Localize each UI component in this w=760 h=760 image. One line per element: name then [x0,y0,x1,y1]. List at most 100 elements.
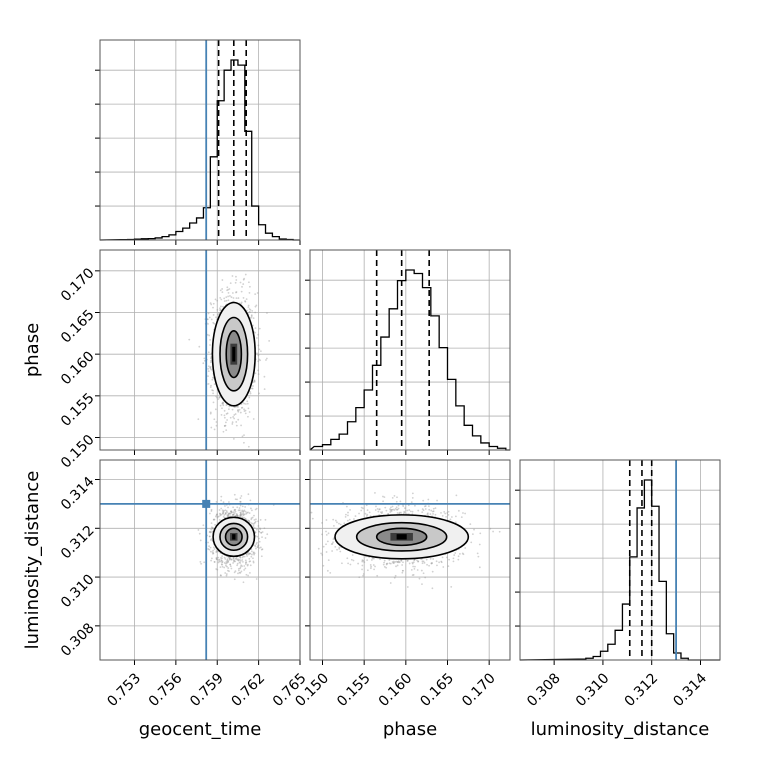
panel-geocent_time-vs-phase-sample [257,353,260,356]
panel-geocent_time-vs-phase-sample [207,383,210,385]
panel-phase-vs-luminosity_distance-sample [400,559,403,562]
panel-geocent_time-vs-luminosity_distance-sample [218,509,221,511]
panel-geocent_time-vs-luminosity_distance-sample [257,525,260,527]
panel-phase-vs-luminosity_distance-sample [431,510,434,513]
panel-phase-vs-luminosity_distance-sample [396,496,398,499]
panel-geocent_time-vs-luminosity_distance-sample [225,561,228,563]
panel-geocent_time-vs-luminosity_distance-sample [227,506,229,509]
panel-geocent_time-vs-luminosity_distance-sample [239,556,241,559]
panel-geocent_time-vs-luminosity_distance-sample [233,571,236,574]
panel-phase-vs-luminosity_distance-sample [354,515,357,517]
panel-geocent_time-vs-luminosity_distance-sample [216,513,218,516]
panel-phase-vs-luminosity_distance-sample [393,509,396,511]
panel-phase-vs-luminosity_distance-sample [461,552,464,555]
panel-geocent_time-vs-phase-sample [257,354,260,357]
panel-geocent_time-vs-luminosity_distance-sample [256,546,259,548]
panel-geocent_time-vs-luminosity_distance-sample [228,557,231,559]
panel-phase-vs-luminosity_distance-sample [326,540,329,543]
panel-geocent_time-vs-luminosity_distance-sample [250,518,253,521]
panel-geocent_time-vs-luminosity_distance-sample [259,546,262,549]
panel-geocent_time-vs-phase-sample [235,424,238,427]
panel-phase-vs-luminosity_distance-sample [471,533,474,536]
panel-geocent_time-vs-luminosity_distance-sample [240,564,242,567]
panel-geocent_time-vs-luminosity_distance-sample [258,547,261,549]
panel-geocent_time-vs-phase-sample [265,359,267,361]
panel-phase-vs-luminosity_distance-sample [338,522,340,525]
panel-phase-vs-luminosity_distance-sample [338,547,341,550]
panel-geocent_time-vs-phase-sample [209,338,212,341]
panel-geocent_time-vs-luminosity_distance-sample [228,558,231,560]
panel-geocent_time-vs-phase-sample [215,421,218,423]
panel-geocent_time-vs-phase-sample [247,304,250,307]
panel-geocent_time-vs-luminosity_distance-sample [216,515,219,518]
panel-geocent_time-vs-luminosity_distance-sample [254,508,257,511]
panel-geocent_time-vs-phase-sample [246,400,249,403]
panel-phase-vs-luminosity_distance-sample [351,554,354,556]
panel-phase-vs-luminosity_distance-sample [398,511,401,514]
panel-phase-vs-luminosity_distance-sample [436,499,438,502]
panel-geocent_time-vs-phase-contour-middle [219,316,249,392]
panel-phase-vs-luminosity_distance-sample [379,511,382,514]
panel-geocent_time-vs-luminosity_distance-sample [239,500,242,503]
panel-geocent_time-vs-phase-sample [212,321,215,324]
panel-geocent_time-vs-phase-sample [209,361,212,364]
panel-geocent_time-vs-luminosity_distance-sample [253,514,255,517]
panel-geocent_time-vs-luminosity_distance-sample [238,571,241,574]
panel-geocent_time-vs-phase-sample [248,396,251,399]
panel-geocent_time-vs-luminosity_distance-sample [248,521,251,524]
panel-geocent_time-vs-luminosity_distance-sample [238,561,241,564]
panel-geocent_time-vs-luminosity_distance-sample [229,556,231,559]
panel-phase-vs-luminosity_distance-sample [389,582,392,584]
panel-geocent_time-vs-luminosity_distance-sample [240,514,242,517]
panel-geocent_time-vs-phase-sample [241,435,244,438]
panel-geocent_time-vs-luminosity_distance-sample [255,547,257,550]
panel-geocent_time-vs-luminosity_distance-sample [246,563,249,566]
panel-geocent_time-vs-luminosity_distance-sample [233,559,236,562]
panel-phase-vs-luminosity_distance-sample [401,571,404,574]
panel-phase-vs-luminosity_distance-sample [392,562,395,564]
panel-geocent_time-vs-phase-sample [242,278,245,281]
panel-geocent_time-vs-phase-sample [241,406,244,409]
panel-geocent_time-vs-phase-sample [263,375,266,378]
panel-phase-vs-luminosity_distance-sample [422,560,425,563]
panel-phase-vs-luminosity_distance-sample [431,587,434,590]
panel-phase-vs-luminosity_distance-sample [353,518,355,520]
panel-geocent_time-vs-phase-sample [246,402,249,405]
panel-phase-vs-luminosity_distance-sample [385,563,388,566]
panel-phase-vs-luminosity_distance-sample [428,508,431,511]
panel-geocent_time-vs-luminosity_distance-sample [226,569,229,572]
panel-phase-vs-luminosity_distance-sample [454,521,457,524]
panel-phase-vs-luminosity_distance-sample [390,508,393,511]
panel-phase-vs-luminosity_distance-sample [373,568,375,571]
panel-geocent_time-vs-luminosity_distance-sample [236,558,239,561]
panel-geocent_time-vs-phase-sample [252,418,255,420]
panel-phase-vs-luminosity_distance-sample [334,546,337,548]
panel-geocent_time-vs-luminosity_distance-sample [219,513,222,516]
panel-phase-vs-luminosity_distance-background [310,460,510,660]
panel-geocent_time-vs-phase-sample [227,295,229,298]
panel-geocent_time-vs-luminosity_distance-sample [263,527,266,530]
panel-phase-vs-luminosity_distance-sample [390,510,393,513]
panel-geocent_time-vs-luminosity_distance-sample [215,550,218,553]
panel-geocent_time-vs-phase-sample [244,403,247,405]
panel-geocent_time-vs-luminosity_distance-sample [227,560,230,562]
panel-geocent_time-vs-phase-sample [253,379,256,382]
panel-phase-vs-luminosity_distance-sample [361,559,364,562]
hist-phase-steps [309,269,510,451]
panel-geocent_time-vs-phase-sample [232,437,235,440]
panel-geocent_time-vs-luminosity_distance-sample [230,510,232,513]
panel-phase-vs-luminosity_distance-sample [421,560,424,563]
panel-phase-vs-luminosity_distance-sample [372,564,375,566]
panel-phase-vs-luminosity_distance-sample [401,564,404,566]
hist-luminosity_distance-frame [519,459,721,661]
panel-geocent_time-vs-phase-sample [223,409,226,412]
panel-geocent_time-vs-luminosity_distance-sample [242,513,245,516]
panel-phase-vs-luminosity_distance-sample [349,508,351,511]
panel-phase-vs-luminosity_distance-sample [347,562,350,565]
panel-phase-vs-luminosity_distance-sample [370,559,373,561]
panel-geocent_time-vs-phase-background [100,250,300,450]
panel-phase-vs-luminosity_distance-sample [325,530,327,533]
panel-phase-vs-luminosity_distance-sample [409,510,412,513]
panel-geocent_time-vs-luminosity_distance-sample [241,510,244,513]
panel-geocent_time-vs-luminosity_distance-sample [224,509,227,512]
